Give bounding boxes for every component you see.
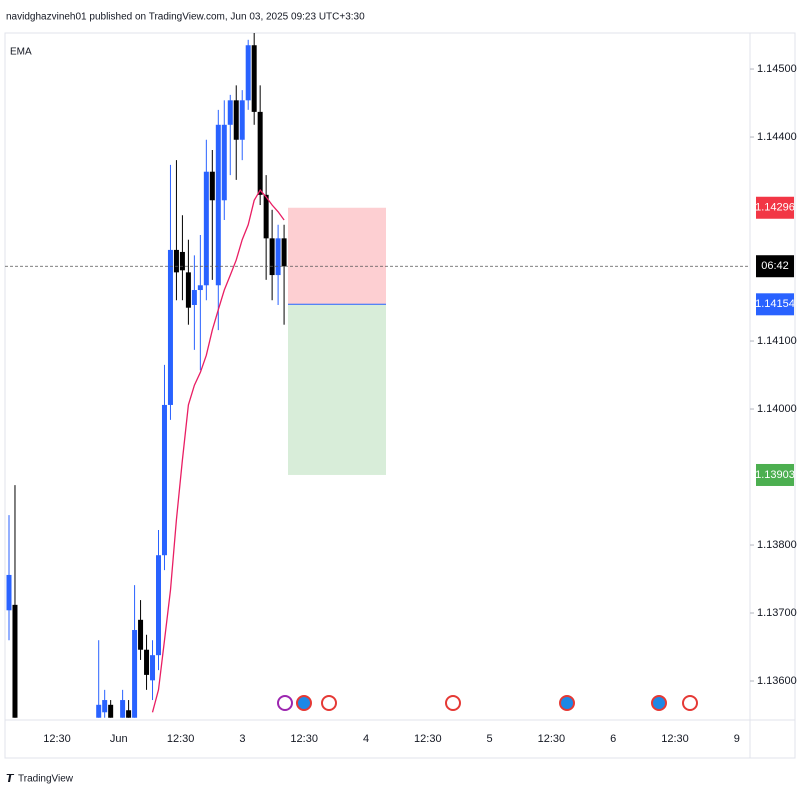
candle-body (239, 100, 245, 140)
candle-body (179, 251, 185, 271)
x-tick-label: 12:30 (661, 733, 689, 745)
event-icon (296, 695, 312, 711)
x-tick-label: 6 (610, 733, 616, 745)
stop-zone (288, 207, 386, 305)
candle-body (138, 619, 144, 650)
candle-body (144, 649, 150, 675)
event-icon (682, 695, 698, 711)
frame (4, 32, 796, 759)
target-label-bg (756, 463, 794, 486)
y-tick-label: 1.13700 (757, 607, 797, 619)
x-tick-label: 12:30 (290, 733, 318, 745)
countdown-label: 06:42 (761, 260, 789, 272)
event-icons (277, 695, 698, 711)
candle-body (197, 285, 203, 291)
candle-body (203, 171, 209, 286)
candle-body (173, 249, 179, 273)
x-tick-label: 3 (239, 733, 245, 745)
candle-body (227, 100, 233, 125)
candle-body (12, 604, 18, 718)
y-tick-label: 1.13600 (757, 675, 797, 687)
entry-label: 1.14154 (755, 298, 795, 310)
y-tick-label: 1.14000 (757, 403, 797, 415)
x-tick-label: 12:30 (167, 733, 195, 745)
candle-body (96, 704, 102, 718)
event-icon (445, 695, 461, 711)
y-tick-label: 1.13800 (757, 539, 797, 551)
event-icon (651, 695, 667, 711)
candle-body (281, 238, 287, 267)
candle-body (185, 272, 191, 308)
footer: TradingView (18, 774, 74, 785)
indicator-label: EMA (10, 47, 32, 58)
candle-body (108, 704, 114, 718)
candle-body (257, 111, 263, 195)
x-tick-label: 9 (734, 733, 740, 745)
stop-label: 1.14296 (755, 202, 795, 214)
candle-body (251, 45, 257, 112)
candle-body (126, 710, 132, 718)
candle-body (191, 290, 197, 305)
candle-body (102, 700, 108, 713)
candle-body (167, 249, 173, 405)
header: navidghazvineh01 published on TradingVie… (6, 12, 365, 23)
y-tick-label: 1.14500 (757, 63, 797, 75)
y-tick-label: 1.14100 (757, 335, 797, 347)
candle-body (275, 238, 281, 276)
candle-body (215, 124, 221, 286)
candle-body (132, 630, 138, 718)
plot (6, 33, 386, 718)
x-tick-label: 12:30 (538, 733, 566, 745)
x-tick-label: 12:30 (43, 733, 71, 745)
candle-body (120, 700, 126, 718)
event-icon (559, 695, 575, 711)
target-label: 1.13903 (755, 469, 795, 481)
target-zone (288, 304, 386, 475)
entry-label-bg (756, 293, 794, 316)
candle-body (269, 238, 275, 276)
candle-body (221, 124, 227, 201)
x-tick-label: Jun (110, 733, 128, 745)
y-tick-label: 1.14400 (757, 131, 797, 143)
stop-label-bg (756, 196, 794, 219)
candle-body (6, 574, 12, 611)
event-icon (321, 695, 337, 711)
candle-body (150, 655, 156, 681)
candle-body (209, 171, 215, 201)
candle-body (161, 404, 167, 556)
candle-body (245, 45, 251, 101)
x-tick-label: 4 (363, 733, 369, 745)
candle-body (156, 555, 161, 656)
candle-body (233, 100, 239, 140)
event-icon (277, 695, 293, 711)
candle-body (263, 194, 269, 239)
x-tick-label: 12:30 (414, 733, 442, 745)
ema-line (151, 188, 285, 713)
countdown-label-bg (756, 255, 794, 278)
footer-logo: 𝙏 (6, 773, 15, 785)
x-tick-label: 5 (487, 733, 493, 745)
